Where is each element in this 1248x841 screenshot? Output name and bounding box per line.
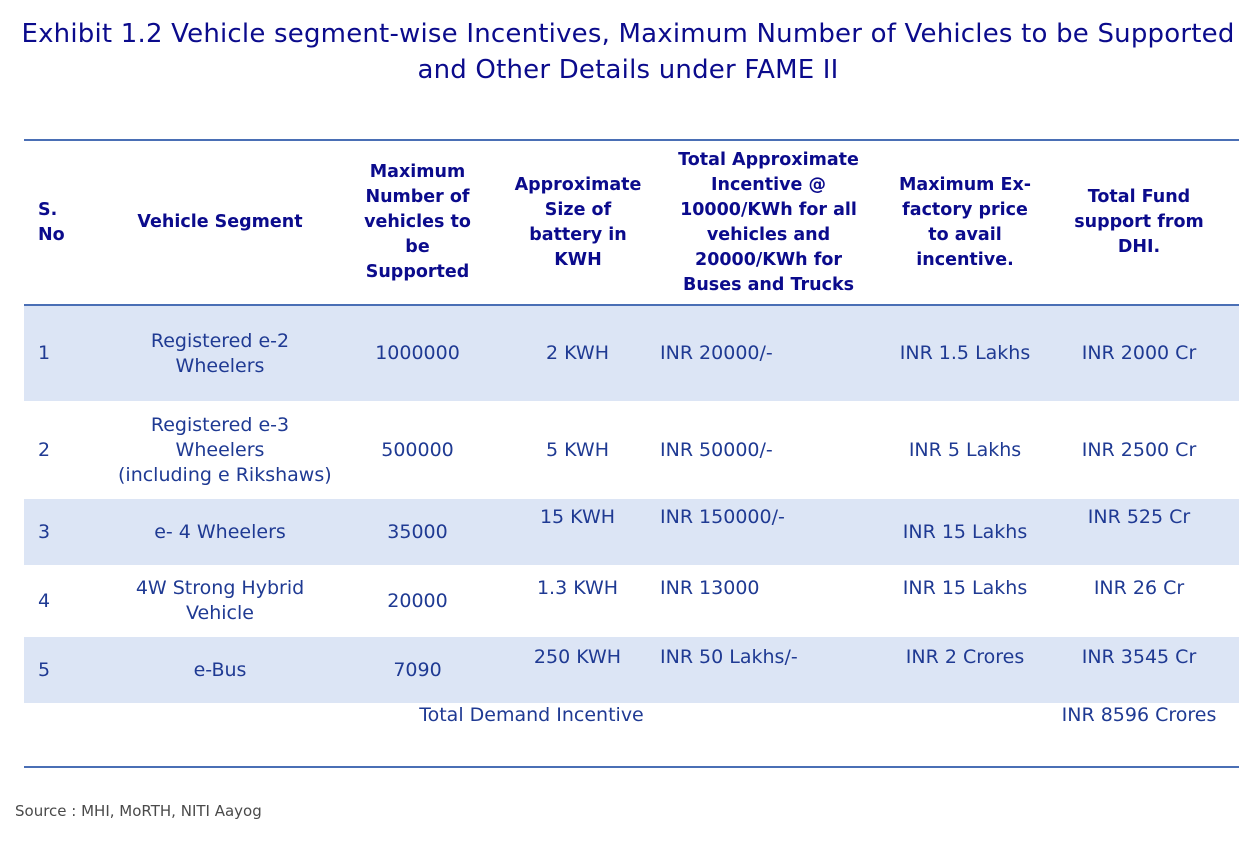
header-incentive: Total Approximate Incentive @ 10000/KWh … (646, 140, 891, 306)
exhibit-title: Exhibit 1.2 Vehicle segment-wise Incenti… (21, 19, 1235, 85)
cell-incentive: INR 50 Lakhs/- (646, 637, 891, 703)
cell-max-vehicles: 7090 (326, 637, 509, 703)
cell-segment: e-Bus (114, 637, 326, 703)
cell-battery: 250 KWH (509, 637, 646, 703)
header-segment: Vehicle Segment (114, 140, 326, 306)
cell-incentive: INR 50000/- (660, 438, 773, 461)
cell-max-price: INR 2 Crores (891, 637, 1039, 703)
cell-battery: 15 KWH (509, 499, 646, 565)
cell-battery: 1.3 KWH (536, 577, 619, 599)
table-row: 1 Registered e-2 Wheelers 1000000 2 KWH … (24, 305, 1239, 401)
cell-incentive: INR 13000 (660, 577, 760, 599)
header-row: S. No Vehicle Segment Maximum Number of … (24, 140, 1239, 306)
table-row: 5 e-Bus 7090 250 KWH INR 50 Lakhs/- INR … (24, 637, 1239, 703)
cell-fund: INR 525 Cr (1039, 499, 1239, 565)
cell-segment: Registered e-3 Wheelers (including e Rik… (118, 413, 332, 486)
cell-sno: 5 (24, 637, 114, 703)
total-row: Total Demand Incentive INR 8596 Crores (24, 703, 1239, 767)
fame-ii-incentive-table: S. No Vehicle Segment Maximum Number of … (24, 139, 1239, 768)
cell-max-vehicles: 35000 (326, 499, 509, 565)
cell-incentive: INR 20000/- (646, 305, 891, 401)
cell-fund: INR 2500 Cr (1081, 438, 1197, 461)
cell-sno: 2 (38, 438, 51, 461)
cell-max-price: INR 15 Lakhs (902, 577, 1028, 599)
cell-segment: 4W Strong Hybrid Vehicle (135, 577, 305, 624)
cell-max-vehicles: 1000000 (326, 305, 509, 401)
header-max-vehicles: Maximum Number of vehicles to be Support… (326, 140, 509, 306)
cell-max-price: INR 15 Lakhs (891, 499, 1039, 565)
cell-max-vehicles: 500000 (381, 438, 454, 461)
cell-incentive: INR 150000/- (646, 499, 891, 565)
cell-sno: 1 (24, 305, 114, 401)
cell-sno: 4 (38, 589, 51, 612)
cell-sno: 3 (24, 499, 114, 565)
cell-segment: Registered e-2 Wheelers (114, 305, 326, 401)
header-sno: S. No (24, 140, 114, 306)
source-note: Source : MHI, MoRTH, NITI Aayog (15, 802, 262, 820)
cell-fund: INR 3545 Cr (1039, 637, 1239, 703)
cell-segment: e- 4 Wheelers (114, 499, 326, 565)
header-fund: Total Fund support from DHI. (1039, 140, 1239, 306)
cell-battery: 5 KWH (546, 438, 609, 461)
cell-max-price: INR 1.5 Lakhs (891, 305, 1039, 401)
table-row: 2 Registered e-3 Wheelers (including e R… (24, 401, 1239, 499)
table-row: 3 e- 4 Wheelers 35000 15 KWH INR 150000/… (24, 499, 1239, 565)
header-max-price: Maximum Ex-factory price to avail incent… (891, 140, 1039, 306)
total-label: Total Demand Incentive (419, 704, 644, 726)
total-value: INR 8596 Crores (1061, 704, 1217, 726)
cell-fund: INR 2000 Cr (1039, 305, 1239, 401)
header-battery: Approximate Size of battery in KWH (509, 140, 646, 306)
cell-max-price: INR 5 Lakhs (908, 438, 1022, 461)
cell-fund: INR 26 Cr (1093, 577, 1185, 599)
cell-segment-note: (including e Rikshaws) (118, 463, 332, 486)
cell-battery: 2 KWH (509, 305, 646, 401)
table-row: 4 4W Strong Hybrid Vehicle 20000 1.3 KWH… (24, 565, 1239, 637)
cell-max-vehicles: 20000 (387, 589, 448, 612)
